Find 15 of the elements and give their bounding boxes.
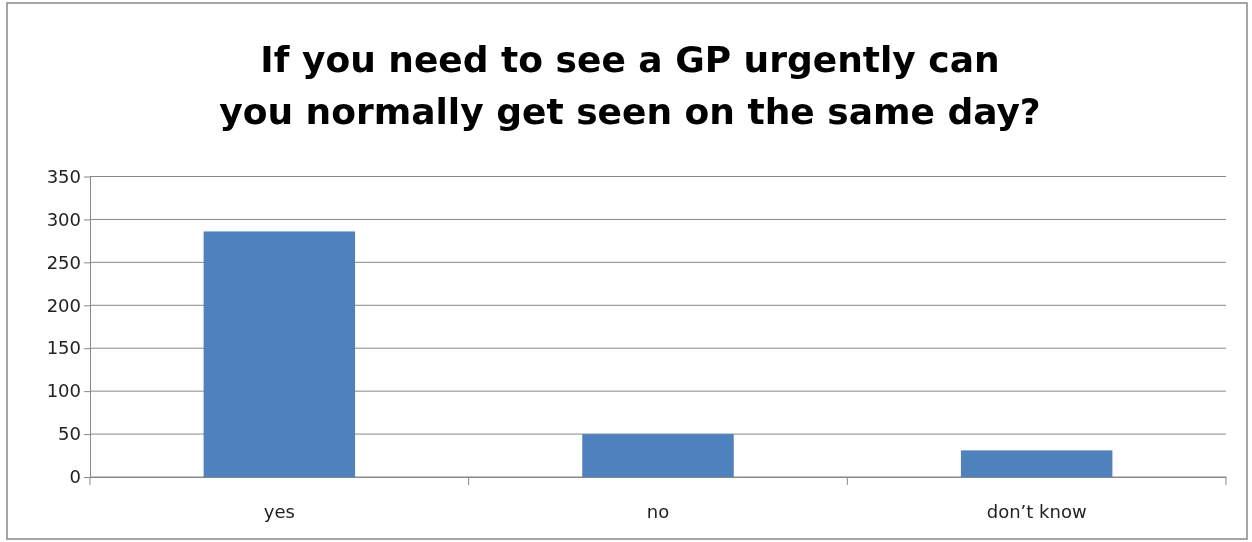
y-tick-label: 100 <box>46 380 81 402</box>
y-tick-label: 50 <box>58 423 81 445</box>
y-tick-label: 150 <box>46 337 81 359</box>
y-tick-label: 350 <box>46 165 81 187</box>
bar <box>960 450 1113 477</box>
y-tick-label: 200 <box>46 294 81 316</box>
x-tick-label: no <box>646 500 670 522</box>
y-tick-label: 300 <box>46 208 81 230</box>
x-tick-label: don’t know <box>986 500 1087 522</box>
x-tick-label: yes <box>263 500 295 522</box>
y-tick-label: 250 <box>46 251 81 273</box>
chart-title: If you need to see a GP urgently can you normally get seen on the same day? <box>219 39 1041 132</box>
y-tick-label: 0 <box>69 466 81 488</box>
bar <box>203 231 356 477</box>
bar <box>582 434 734 477</box>
